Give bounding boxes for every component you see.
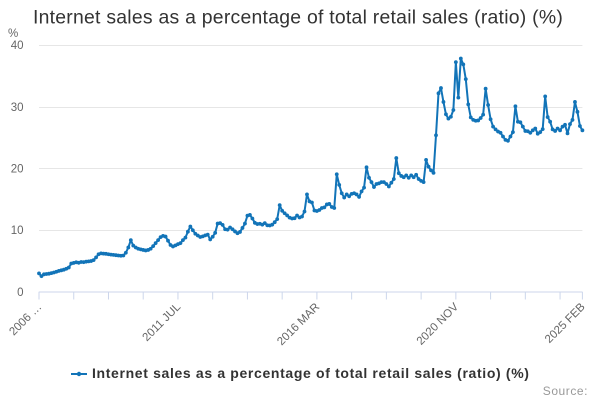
svg-text:40: 40 [11,40,24,52]
svg-text:%: % [8,28,18,40]
svg-text:Source:: Source: [543,384,588,398]
svg-text:Internet sales as a percentage: Internet sales as a percentage of total … [92,365,530,381]
svg-text:30: 30 [11,102,24,114]
svg-text:0: 0 [17,287,23,299]
svg-text:10: 10 [11,225,24,237]
svg-text:Internet sales as a percentage: Internet sales as a percentage of total … [33,7,563,29]
svg-text:20: 20 [11,164,24,176]
